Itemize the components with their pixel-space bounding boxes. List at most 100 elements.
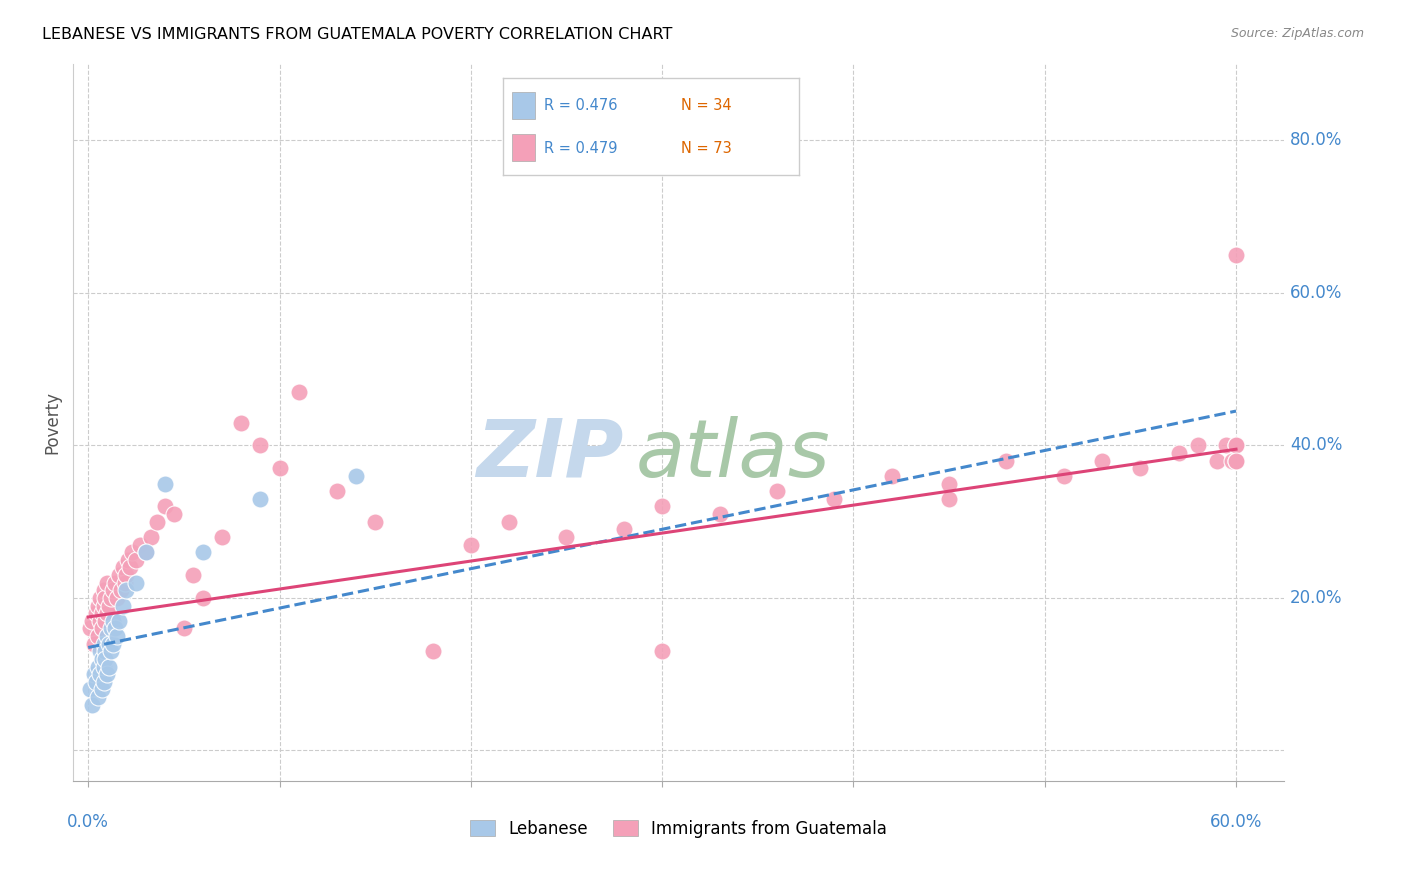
Point [146,515,169,529]
Point [1129,461,1152,475]
Text: LEBANESE VS IMMIGRANTS FROM GUATEMALA POVERTY CORRELATION CHART: LEBANESE VS IMMIGRANTS FROM GUATEMALA PO… [42,27,672,42]
Point [498,515,520,529]
Point [938,476,960,491]
Point [117,553,139,567]
Point [79,622,101,636]
Point [101,614,124,628]
Point [96,575,118,590]
Point [104,622,127,636]
Point [651,644,673,658]
Point [90,622,112,636]
Point [1053,469,1076,483]
Point [460,537,482,551]
Point [938,491,960,506]
Point [87,659,110,673]
Point [880,469,903,483]
Point [1225,248,1247,262]
Point [90,606,112,620]
Point [93,659,115,673]
Point [249,491,271,506]
Point [110,583,132,598]
Point [104,575,127,590]
Point [89,644,111,658]
Point [211,530,233,544]
Text: ZIP: ZIP [477,416,624,494]
Point [269,461,291,475]
Point [87,690,110,704]
Point [87,599,110,613]
Point [153,476,176,491]
Point [121,545,143,559]
Point [93,674,115,689]
Point [344,469,367,483]
Point [98,637,121,651]
Point [96,629,118,643]
Point [1187,438,1209,452]
Point [135,545,157,559]
Point [108,614,131,628]
Point [1225,453,1247,467]
Point [93,637,115,651]
Point [995,453,1018,467]
Point [823,491,845,506]
Point [80,614,103,628]
Point [1215,438,1237,452]
Point [100,622,122,636]
Text: 80.0%: 80.0% [1289,131,1343,149]
Point [93,599,115,613]
Point [105,629,128,643]
Point [1220,453,1243,467]
Point [80,698,103,712]
Point [163,507,186,521]
Point [111,560,134,574]
Point [1205,453,1227,467]
Point [183,568,205,582]
Point [153,500,176,514]
Point [125,575,148,590]
Point [114,575,136,590]
Point [125,553,148,567]
Point [115,583,138,598]
Point [1225,438,1247,452]
Point [135,545,157,559]
Y-axis label: Poverty: Poverty [44,391,60,454]
Point [101,583,124,598]
Text: 40.0%: 40.0% [1289,436,1343,454]
Point [1225,453,1247,467]
Point [115,568,138,582]
Point [1091,453,1114,467]
Point [766,484,789,499]
Text: 20.0%: 20.0% [1289,589,1343,607]
Point [1225,438,1247,452]
Point [141,530,163,544]
Point [96,667,118,681]
Point [287,384,309,399]
Point [94,591,117,605]
Point [364,515,387,529]
Point [326,484,349,499]
Point [613,522,636,536]
Point [98,659,121,673]
Point [100,644,122,658]
Point [191,545,214,559]
Point [94,652,117,666]
Point [79,682,101,697]
Point [100,591,122,605]
Point [120,560,142,574]
Point [83,637,105,651]
Point [555,530,578,544]
Point [173,622,195,636]
Point [84,606,107,620]
Point [231,416,253,430]
Point [93,583,115,598]
Point [89,591,111,605]
Point [1167,446,1189,460]
Point [108,568,131,582]
Point [87,629,110,643]
Point [83,667,105,681]
Point [84,674,107,689]
Text: 60.0%: 60.0% [1209,814,1263,831]
Point [128,537,150,551]
Text: 0.0%: 0.0% [67,814,110,831]
Point [98,599,121,613]
